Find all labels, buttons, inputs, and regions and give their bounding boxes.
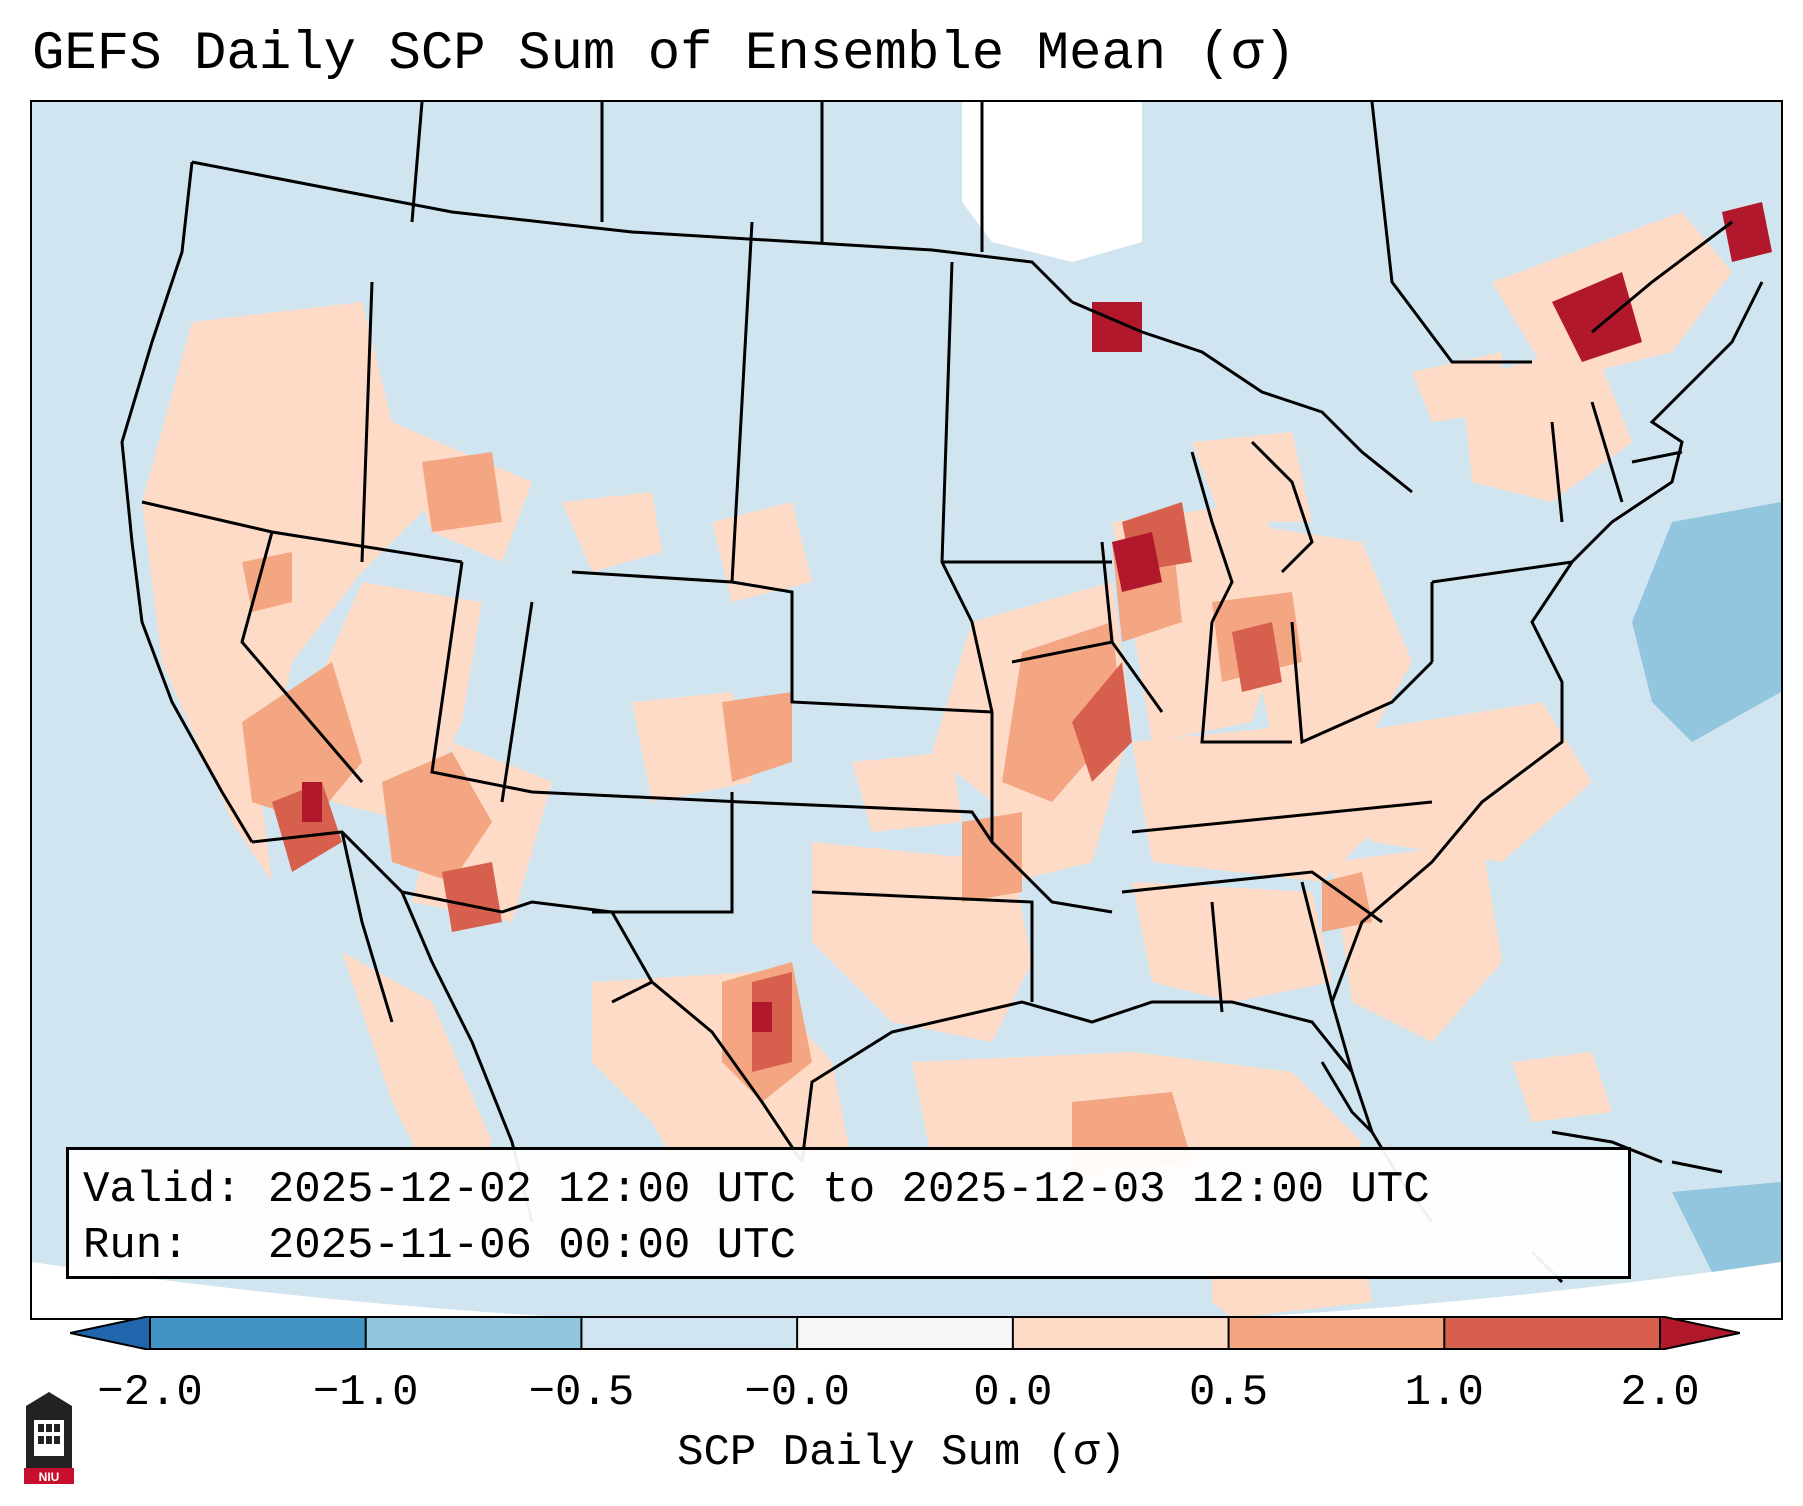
map-canvas: [32, 102, 1781, 1318]
colorbar-tick-label: −0.5: [528, 1368, 635, 1418]
colorbar-under-extension: [70, 1316, 151, 1350]
colorbar-segment: [1012, 1316, 1230, 1350]
colorbar-segment: [1444, 1316, 1661, 1350]
colorbar-segment: [365, 1316, 582, 1350]
colorbar-tick-label: −1.0: [312, 1368, 419, 1418]
colorbar-tick-label: 0.5: [1188, 1368, 1269, 1418]
colorbar-tick-label: 1.0: [1404, 1368, 1484, 1418]
colorbar-label: SCP Daily Sum (σ): [677, 1428, 1126, 1478]
anomaly-neutral: [962, 102, 1142, 262]
colorbar-segment: [581, 1316, 798, 1350]
borders: [120, 102, 1764, 1284]
colorbar-over-extension: [1659, 1316, 1740, 1350]
colorbar-tick-label: −2.0: [97, 1368, 203, 1418]
colorbar-tick-label: −0.0: [744, 1368, 850, 1418]
colorbar-segment: [797, 1316, 1014, 1350]
anomaly-negative: [1632, 502, 1781, 742]
chart-title: GEFS Daily SCP Sum of Ensemble Mean (σ): [32, 24, 1296, 85]
run-line: Run: 2025-11-06 00:00 UTC: [83, 1221, 796, 1271]
anomaly-extreme: [302, 202, 1772, 1032]
colorbar: [70, 1316, 1740, 1350]
valid-run-box: Valid: 2025-12-02 12:00 UTC to 2025-12-0…: [66, 1147, 1631, 1279]
colorbar-segment: [1228, 1316, 1445, 1350]
niu-logo: NIU: [24, 1392, 74, 1484]
colorbar-tick-label: 0.0: [973, 1368, 1053, 1418]
svg-text:NIU: NIU: [39, 1470, 60, 1484]
valid-line: Valid: 2025-12-02 12:00 UTC to 2025-12-0…: [83, 1165, 1430, 1215]
colorbar-segment: [150, 1316, 367, 1350]
map-panel: [30, 100, 1783, 1320]
colorbar-tick-label: 2.0: [1620, 1368, 1700, 1418]
